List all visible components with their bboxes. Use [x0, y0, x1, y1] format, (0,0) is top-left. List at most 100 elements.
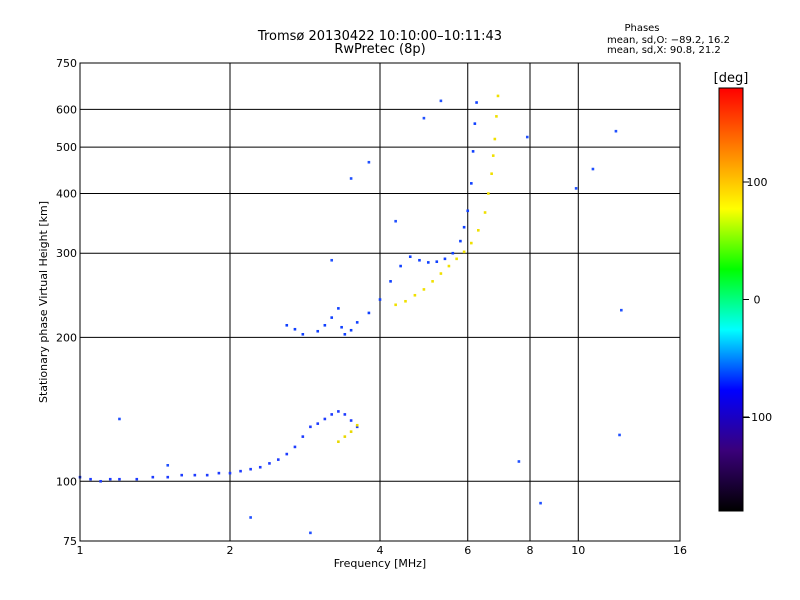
data-point — [394, 219, 397, 223]
x-tick-label: 8 — [527, 544, 534, 557]
data-point — [193, 473, 197, 477]
data-point — [239, 469, 242, 473]
data-point — [309, 425, 312, 429]
data-point — [108, 477, 112, 481]
colorbar-tick-label: 0 — [754, 294, 761, 307]
y-tick-label: 400 — [56, 187, 77, 200]
data-point — [355, 321, 359, 324]
data-point — [614, 129, 618, 133]
colorbar — [718, 87, 744, 512]
data-point — [330, 413, 334, 416]
data-point — [475, 101, 478, 104]
y-tick-label: 300 — [56, 247, 77, 260]
data-point — [355, 425, 359, 429]
data-point — [293, 445, 297, 449]
data-point — [439, 99, 443, 103]
stats-o-line: mean, sd,O: −89.2, 16.2 — [607, 35, 730, 46]
data-point — [462, 225, 466, 229]
data-point — [135, 477, 139, 481]
data-point — [343, 413, 347, 416]
data-point — [343, 332, 347, 336]
x-tick-label: 1 — [77, 544, 84, 557]
x-tick-label: 16 — [673, 544, 687, 557]
data-point — [413, 293, 417, 297]
stats-x-line: mean, sd,X: 90.8, 21.2 — [607, 45, 721, 56]
data-point — [249, 516, 252, 519]
data-point — [316, 329, 320, 333]
data-point — [166, 464, 170, 467]
data-point — [389, 280, 392, 283]
data-point — [118, 477, 121, 481]
data-point — [517, 460, 521, 463]
data-point — [323, 323, 327, 327]
x-tick-label: 4 — [377, 544, 384, 557]
data-point — [591, 167, 595, 171]
data-point — [487, 192, 490, 195]
data-points — [78, 94, 623, 535]
data-point — [330, 316, 334, 319]
data-point — [439, 272, 443, 275]
data-point — [447, 264, 451, 268]
data-point — [349, 419, 353, 422]
data-point — [151, 475, 155, 479]
data-point — [422, 116, 426, 120]
data-point — [349, 328, 353, 332]
data-point — [301, 435, 305, 438]
data-point — [99, 479, 102, 483]
data-point — [301, 332, 305, 336]
data-point — [451, 251, 455, 255]
data-point — [330, 258, 334, 262]
plot-frame — [79, 62, 681, 542]
data-point — [493, 137, 497, 141]
x-tick-label: 10 — [571, 544, 585, 557]
data-point — [404, 299, 407, 303]
grid-lines — [80, 63, 680, 541]
data-point — [574, 187, 578, 190]
data-point — [323, 417, 327, 421]
data-point — [217, 471, 221, 475]
data-point — [205, 473, 209, 477]
data-point — [495, 115, 498, 118]
data-point — [525, 135, 529, 139]
data-point — [285, 452, 289, 456]
y-axis-label: Stationary phase Virtual Height [km] — [37, 201, 50, 403]
data-point — [477, 229, 480, 232]
chart-subtitle: RwPretec (8p) — [334, 42, 425, 57]
data-point — [293, 327, 297, 331]
data-point — [435, 260, 439, 263]
data-point — [418, 258, 421, 262]
data-point — [466, 209, 470, 213]
data-point — [228, 471, 232, 475]
data-point — [539, 501, 542, 505]
data-point — [268, 462, 271, 465]
data-point — [620, 308, 623, 312]
data-point — [337, 307, 340, 310]
data-point — [276, 458, 280, 461]
y-tick-label: 500 — [56, 141, 77, 154]
data-point — [470, 241, 473, 245]
data-point — [349, 177, 353, 180]
chart-title: Tromsø 20130422 10:10:00–10:11:43 — [257, 29, 502, 44]
data-point — [249, 467, 252, 471]
data-point — [337, 440, 340, 444]
data-point — [337, 410, 340, 413]
data-point — [490, 172, 493, 176]
data-point — [309, 531, 312, 535]
data-point — [462, 250, 466, 254]
y-tick-label: 600 — [56, 103, 77, 116]
data-point — [343, 435, 347, 438]
data-point — [431, 280, 434, 283]
y-axis-ticks: 75 100 200 300 400 500 600 750 — [56, 57, 77, 548]
x-tick-label: 6 — [464, 544, 471, 557]
data-point — [470, 182, 473, 185]
colorbar-label: [deg] — [714, 71, 749, 86]
data-point — [166, 475, 170, 479]
y-tick-label: 100 — [56, 475, 77, 488]
data-point — [340, 325, 343, 329]
y-tick-label: 200 — [56, 331, 77, 344]
data-point — [455, 257, 458, 261]
data-point — [118, 417, 121, 421]
data-point — [618, 433, 621, 437]
data-point — [459, 239, 462, 243]
